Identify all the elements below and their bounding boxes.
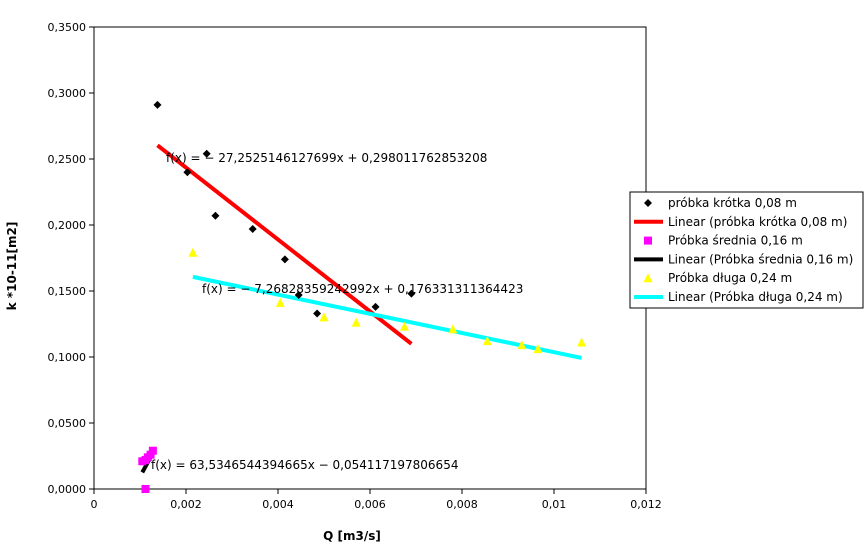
data-point <box>448 324 458 334</box>
data-point <box>275 297 285 307</box>
legend-label: Linear (Próbka długa 0,24 m) <box>668 290 843 304</box>
y-tick-label: 0,0000 <box>48 483 87 496</box>
x-axis: 0 0,002 0,004 0,006 0,008 0,01 0,012 <box>91 489 662 511</box>
x-tick-label: 0,012 <box>630 498 662 511</box>
data-point <box>280 255 289 264</box>
data-point <box>407 289 416 298</box>
legend-marker <box>644 236 652 245</box>
data-point <box>211 211 220 220</box>
legend-box <box>629 191 864 309</box>
legend: próbka krótka 0,08 m Linear (próbka krótk… <box>629 191 864 309</box>
data-point <box>153 100 162 109</box>
y-axis: 0,0000 0,0500 0,1000 0,1500 0,2000 0,2500 0,30… <box>48 21 94 496</box>
y-tick-label: 0,0500 <box>48 417 87 430</box>
y-axis-title: k *10-11[m2] <box>5 222 19 311</box>
legend-marker <box>643 273 653 283</box>
data-point <box>141 485 150 493</box>
y-tick-label: 0,3000 <box>48 87 87 100</box>
data-point <box>400 321 409 331</box>
trendline-3 <box>192 274 583 360</box>
legend-label: Próbka średnia 0,16 m <box>668 234 803 248</box>
x-tick-label: 0 <box>91 498 98 511</box>
y-tick-label: 0,2000 <box>48 219 87 232</box>
x-tick-label: 0,006 <box>354 498 386 511</box>
plot-area <box>93 26 647 490</box>
x-tick-label: 0,002 <box>170 498 202 511</box>
y-tick-label: 0,2500 <box>48 153 87 166</box>
data-point <box>313 309 322 318</box>
data-point <box>351 317 361 327</box>
legend-label: Próbka długa 0,24 m <box>668 271 792 285</box>
legend-label: próbka krótka 0,08 m <box>668 196 797 210</box>
data-point <box>188 247 198 257</box>
data-points <box>138 100 587 493</box>
trendline-equations: f(x) = − 27,2525146127699x + 0,298011762… <box>151 151 523 472</box>
data-point <box>148 446 157 455</box>
data-point <box>482 336 492 346</box>
trendline-equation: f(x) = 63,5346544394665x − 0,05411719780… <box>151 458 458 472</box>
legend-marker <box>644 199 652 207</box>
data-point <box>202 149 211 158</box>
x-tick-label: 0,008 <box>446 498 478 511</box>
x-tick-label: 0,01 <box>542 498 567 511</box>
data-point <box>319 312 329 322</box>
trendline-1 <box>156 143 413 346</box>
y-tick-label: 0,1500 <box>48 285 87 298</box>
y-tick-label: 0,1000 <box>48 351 87 364</box>
data-point <box>248 224 257 233</box>
x-axis-title: Q [m3/s] <box>323 529 381 543</box>
legend-label: Linear (Próbka średnia 0,16 m) <box>668 252 853 266</box>
data-point <box>577 337 587 347</box>
data-point <box>517 340 527 350</box>
legend-label: Linear (próbka krótka 0,08 m) <box>668 215 847 229</box>
data-point <box>533 344 543 354</box>
y-tick-label: 0,3500 <box>48 21 87 34</box>
data-point <box>294 290 303 299</box>
trendline-equation: f(x) = − 27,2525146127699x + 0,298011762… <box>166 151 487 165</box>
trendline-equation: f(x) = − 7,26828359242992x + 0,176331311… <box>202 282 523 296</box>
x-tick-label: 0,004 <box>262 498 294 511</box>
data-point <box>371 302 380 311</box>
data-point <box>183 168 192 177</box>
